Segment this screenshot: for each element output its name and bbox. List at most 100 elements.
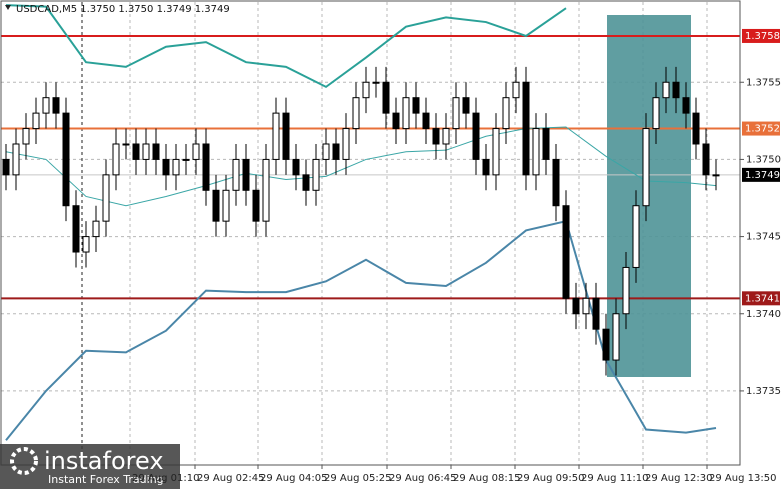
candle-body [12,143,20,176]
candle-body [142,143,150,160]
candle-body [292,158,300,176]
candle-body [632,205,640,268]
candle-body [692,112,700,145]
x-tick-label: 29 Aug 02:45 [197,473,264,484]
candle-body [2,158,10,176]
candle-body [62,112,70,207]
candle-body [192,143,200,160]
level-label: 1.3741 [745,293,780,304]
candle-body [162,158,170,176]
candle-body [552,158,560,207]
x-tick-label: 29 Aug 11:10 [581,473,648,484]
candle-body [122,143,130,146]
chart-title: USDCAD,M5 1.3750 1.3750 1.3749 1.3749 [16,4,230,15]
candle-body [672,81,680,99]
candle-body [432,128,440,145]
candle-body [652,97,660,130]
candle-body [392,112,400,130]
x-tick-label: 29 Aug 06:45 [389,473,456,484]
plot-layer [1,4,740,441]
x-tick-label: 29 Aug 01:10 [132,473,199,484]
candle-body [212,189,220,222]
candle-body [582,297,590,315]
y-tick-label: 1.3745 [746,232,781,243]
candle-body [272,112,280,160]
candle-body [242,158,250,191]
candle-body [282,112,290,160]
candle-body [182,158,190,161]
candle-body [252,189,260,222]
candle-body [572,297,580,315]
candle-body [612,313,620,361]
y-tick-label: 1.3735 [746,386,781,397]
grid-layer [1,2,740,465]
menu-arrow[interactable] [5,5,11,10]
x-tick-label: 29 Aug 08:15 [453,473,520,484]
candle-body [592,297,600,330]
candle-body [442,128,450,145]
level-label: 1.3758 [745,31,780,42]
band-upper [5,4,567,89]
candle-body [322,143,330,160]
candle-body [642,128,650,207]
candle-body [702,143,710,176]
candle-body [482,158,490,176]
watermark-brand: instaforex [44,447,164,475]
candle-body [602,328,610,361]
candle-body [362,81,370,99]
candle-body [332,143,340,160]
candle-body [92,220,100,238]
candle-body [412,97,420,114]
last-price-label: 1.3749 [745,170,780,181]
candle-body [52,97,60,114]
candle-body [492,128,500,176]
watermark: instaforex Instant Forex Trading [0,444,180,489]
candle-body [42,97,50,114]
x-tick-label: 29 Aug 04:05 [260,473,327,484]
candle-body [82,236,90,253]
candle-body [472,112,480,160]
level-label: 1.3752 [745,124,780,135]
level-label-bg [742,291,780,306]
candle-body [502,97,510,130]
candle-body [102,174,110,222]
candle-body [352,97,360,130]
watermark-bg [0,444,180,489]
watermark-logo [10,447,38,475]
x-tick-label: 29 Aug 13:50 [709,473,776,484]
level-label-bg [742,121,780,136]
candle-body [72,205,80,253]
y-tick-label: 1.3740 [746,309,781,320]
candle-body [312,158,320,191]
candle-body [662,81,670,99]
candle-body [452,97,460,130]
candle-body [422,112,430,130]
candle-body [202,143,210,191]
x-tick-label: 29 Aug 05:25 [324,473,391,484]
band-middle [5,126,717,207]
candle-body [232,158,240,191]
candle-body [262,158,270,222]
x-tick-label: 29 Aug 09:50 [517,473,584,484]
candle-body [512,81,520,99]
last-price-bg [742,167,780,182]
candle-body [542,128,550,160]
candle-body [342,128,350,160]
candle-body [382,81,390,114]
candle-body [302,174,310,191]
candle-body [172,158,180,176]
candle-body [22,128,30,145]
candle-body [112,143,120,176]
candle-body [562,205,570,299]
candle-body [132,143,140,160]
candle-body [152,143,160,160]
level-label-bg [742,28,780,43]
y-tick-label: 1.3750 [746,154,781,165]
x-tick-label: 29 Aug 12:30 [645,473,712,484]
watermark-tagline: Instant Forex Trading [48,473,164,486]
candle-body [712,174,720,177]
y-tick-label: 1.3755 [746,77,781,88]
candle-body [622,266,630,315]
plot-frame [0,0,741,466]
